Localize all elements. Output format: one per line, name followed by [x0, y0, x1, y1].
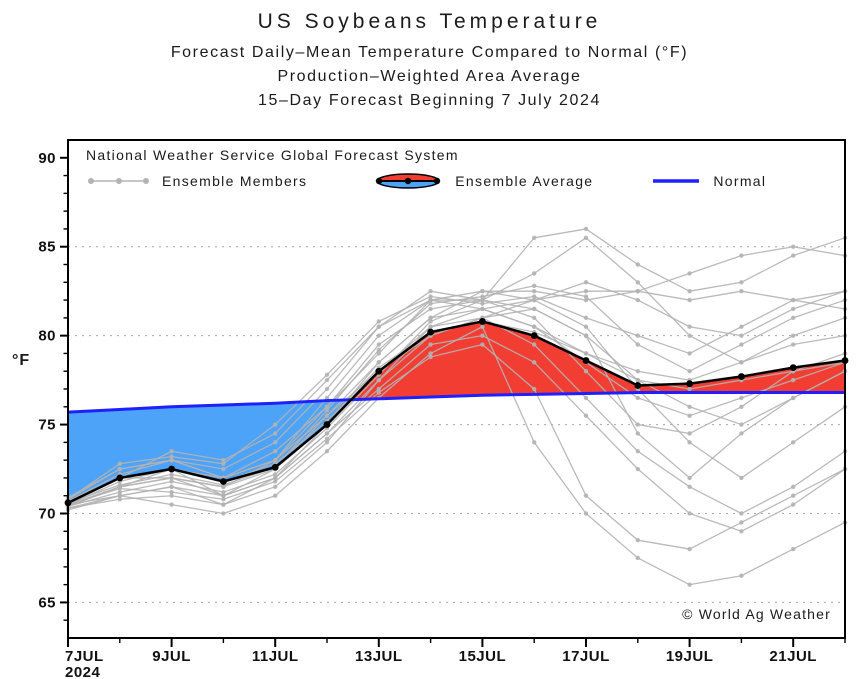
ensemble-members-legend-icon — [88, 178, 149, 184]
legend-normal-label: Normal — [713, 173, 767, 189]
svg-text:85: 85 — [38, 239, 56, 256]
svg-text:13JUL: 13JUL — [355, 648, 403, 665]
chart-subtitle-2: Production–Weighted Area Average — [277, 68, 582, 85]
legend-row: Ensemble Members Ensemble Average Normal — [86, 172, 810, 190]
legend-ensemble-members-label: Ensemble Members — [162, 173, 308, 189]
ensemble-average-legend-icon — [376, 173, 441, 189]
chart-legend: National Weather Service Global Forecast… — [86, 147, 810, 190]
normal-legend-icon — [653, 179, 700, 183]
svg-text:65: 65 — [38, 594, 56, 611]
watermark: © World Ag Weather — [682, 606, 831, 622]
legend-ensemble-average-label: Ensemble Average — [455, 173, 594, 189]
svg-text:9JUL: 9JUL — [152, 648, 191, 665]
normal-line — [67, 391, 845, 414]
y-axis-unit-label: °F — [12, 352, 31, 369]
svg-text:15JUL: 15JUL — [459, 648, 507, 665]
chart-subtitle-3: 15–Day Forecast Beginning 7 July 2024 — [258, 92, 601, 109]
svg-text:7JUL: 7JUL — [65, 648, 104, 665]
svg-text:19JUL: 19JUL — [666, 648, 714, 665]
ensemble-members-lines — [65, 226, 848, 587]
svg-text:75: 75 — [38, 417, 56, 434]
chart-title: US Soybeans Temperature — [257, 10, 602, 33]
svg-text:90: 90 — [38, 150, 56, 167]
svg-text:17JUL: 17JUL — [562, 648, 610, 665]
svg-text:80: 80 — [38, 328, 56, 345]
y-axis-ticks: 65 70 75 80 85 90 — [38, 150, 68, 621]
chart-subtitle-1: Forecast Daily–Mean Temperature Compared… — [170, 44, 689, 61]
legend-header: National Weather Service Global Forecast… — [86, 147, 459, 163]
svg-text:11JUL: 11JUL — [252, 648, 299, 665]
svg-text:2024: 2024 — [65, 664, 101, 679]
svg-text:70: 70 — [38, 506, 56, 523]
title-block: US Soybeans Temperature Forecast Daily–M… — [0, 10, 859, 116]
svg-text:21JUL: 21JUL — [769, 648, 817, 665]
